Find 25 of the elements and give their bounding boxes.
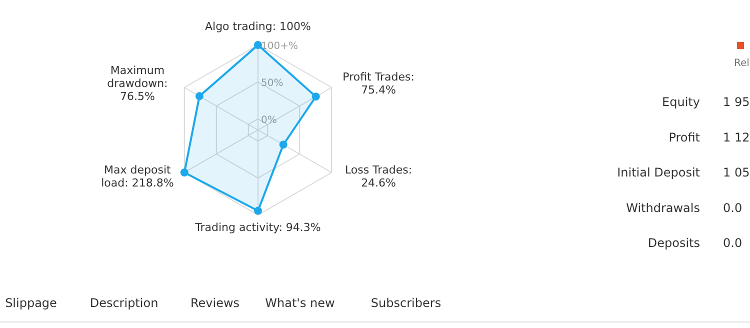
spoke-label: Maximum drawdown: 76.5% (107, 64, 168, 103)
text: Initial Deposit (617, 166, 700, 180)
y-tick-label: 100+% (261, 41, 298, 52)
text: Reli (734, 58, 750, 69)
text: Profit (668, 130, 700, 144)
text: Slippage (5, 296, 57, 310)
spoke-label: Trading activity: 94.3% (194, 221, 321, 234)
text: Withdrawals (626, 200, 700, 215)
text: Equity (662, 95, 700, 109)
spoke-label: Algo trading: 100% (204, 20, 312, 33)
text: 1 12 (723, 130, 750, 144)
text: Description (90, 296, 158, 310)
text: Deposits (648, 236, 700, 250)
text: Reviews (190, 296, 240, 310)
text: 1 95 (723, 95, 750, 109)
text: Subscribers (370, 296, 442, 310)
text: 0.0 (723, 236, 742, 250)
spoke-label: Profit Trades: 75.4% (342, 70, 414, 96)
text: What's new (265, 296, 336, 310)
y-tick-label: 50% (261, 78, 284, 89)
text: 1 05 (723, 166, 750, 180)
text: 0.0 (723, 200, 742, 215)
y-tick-label: 0% (261, 114, 277, 126)
spoke-label: Max deposit load: 218.8% (101, 164, 174, 190)
spoke-label: Loss Trades: 24.6% (344, 164, 412, 190)
